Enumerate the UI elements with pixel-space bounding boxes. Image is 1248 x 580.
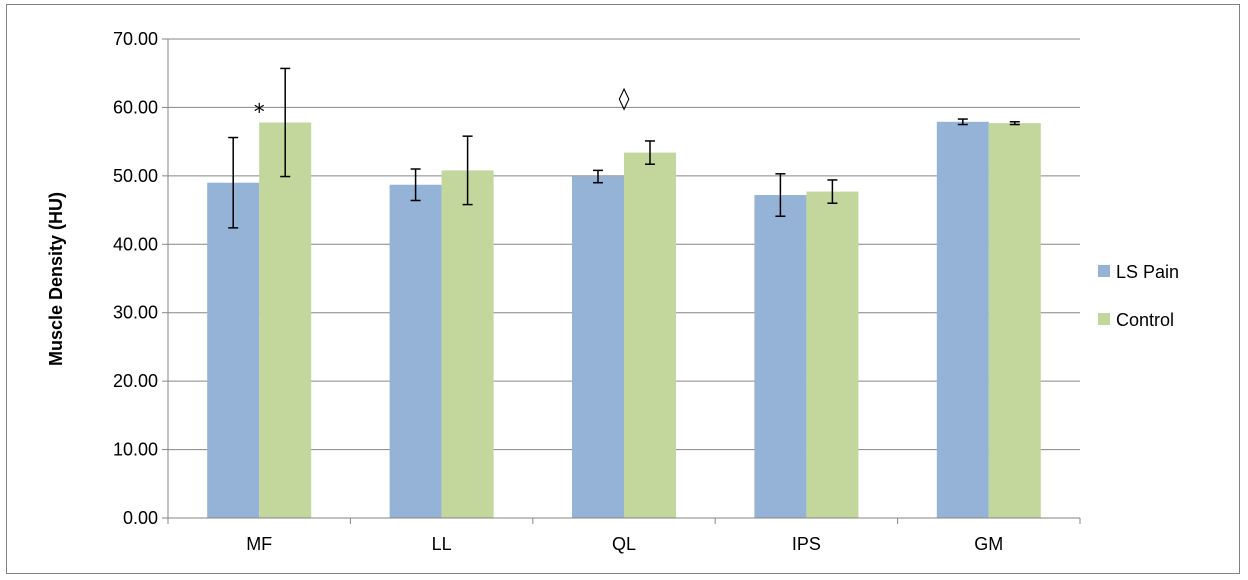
y-tick-label: 60.00 <box>113 97 158 117</box>
bar-gm-ls-pain <box>936 121 989 518</box>
bars <box>207 121 1041 519</box>
y-axis-label: Muscle Density (HU) <box>46 192 66 366</box>
bar-mf-control <box>259 122 312 519</box>
annotations: *◊ <box>254 87 630 126</box>
y-tick-label: 70.00 <box>113 29 158 49</box>
x-tick-label: GM <box>974 534 1003 554</box>
x-tick-label: MF <box>246 534 272 554</box>
bar-ql-ls-pain <box>572 176 624 518</box>
legend-label: Control <box>1116 310 1174 330</box>
x-tick-label: QL <box>612 534 636 554</box>
error-bars <box>228 67 1020 229</box>
bar-gm-control <box>988 123 1041 518</box>
significance-marker: ◊ <box>619 87 630 112</box>
legend-swatch <box>1098 265 1110 277</box>
bar-ql-control <box>624 152 676 518</box>
legend-swatch <box>1098 313 1110 325</box>
y-tick-label: 50.00 <box>113 166 158 186</box>
bar-ll-ls-pain <box>389 184 442 518</box>
y-tick-label: 0.00 <box>123 508 158 528</box>
y-tick-label: 40.00 <box>113 234 158 254</box>
axes <box>162 38 1081 524</box>
tick-labels: 0.00 10.00 20.00 30.00 40.00 50.00 60.00 70.00 M… <box>113 29 1003 554</box>
bar-ips-control <box>806 191 859 519</box>
y-tick-label: 20.00 <box>113 371 158 391</box>
y-tick-label: 10.00 <box>113 440 158 460</box>
bar-ips-ls-pain <box>754 195 807 518</box>
y-tick-label: 30.00 <box>113 303 158 323</box>
legend: LS Pain Control <box>1098 262 1179 330</box>
bar-mf-ls-pain <box>207 182 260 518</box>
x-tick-label: LL <box>432 534 452 554</box>
x-tick-label: IPS <box>792 534 821 554</box>
significance-marker: * <box>254 100 265 125</box>
legend-label: LS Pain <box>1116 262 1179 282</box>
bar-ll-control <box>441 170 494 518</box>
